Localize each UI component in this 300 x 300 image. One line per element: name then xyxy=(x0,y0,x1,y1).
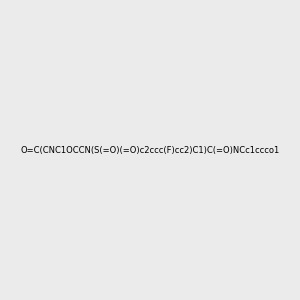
Text: O=C(CNC1OCCN(S(=O)(=O)c2ccc(F)cc2)C1)C(=O)NCc1ccco1: O=C(CNC1OCCN(S(=O)(=O)c2ccc(F)cc2)C1)C(=… xyxy=(20,146,280,154)
